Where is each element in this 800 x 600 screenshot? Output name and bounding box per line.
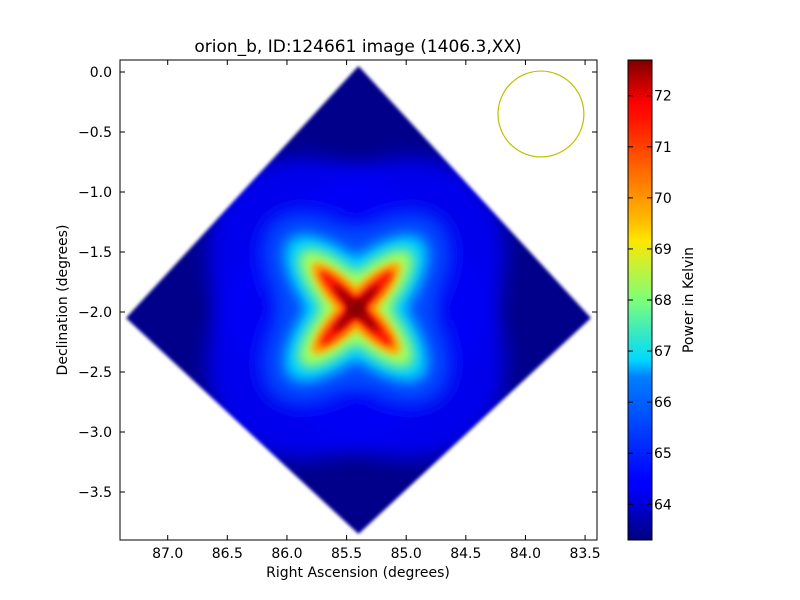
heatmap-peak	[347, 299, 366, 318]
x-tick-label: 84.0	[510, 546, 541, 562]
axes-frame	[119, 59, 598, 541]
x-axis-label: Right Ascension (degrees)	[266, 565, 450, 581]
x-tick-label: 84.5	[450, 546, 481, 562]
colorbar: 64 65 66 67 68 69 70 71 72 Power in Kelvin	[627, 59, 697, 541]
y-tick-label: −1.5	[78, 245, 112, 261]
beam-circle	[497, 70, 585, 158]
colorbar-tick-label: 66	[654, 395, 672, 411]
colorbar-tick-label: 64	[654, 497, 672, 513]
colorbar-tick-label: 68	[654, 293, 672, 309]
y-tick-label: −1.0	[78, 185, 112, 201]
x-axis: 87.0 86.5 86.0 85.5 85.0 84.5 84.0 83.5	[152, 60, 601, 562]
x-tick-label: 86.0	[271, 546, 302, 562]
y-tick-label: −2.0	[78, 305, 112, 321]
colorbar-tick-label: 67	[654, 344, 672, 360]
colorbar-tick-label: 70	[654, 191, 672, 207]
y-axis: 0.0 −0.5 −1.0 −1.5 −2.0 −2.5 −3.0 −3.5	[78, 65, 597, 501]
colorbar-tick-label: 71	[654, 140, 672, 156]
y-tick-label: 0.0	[90, 65, 112, 81]
colorbar-label: Power in Kelvin	[681, 247, 697, 353]
y-tick-label: −2.5	[78, 365, 112, 381]
x-tick-label: 83.5	[569, 546, 600, 562]
y-tick-label: −3.5	[78, 485, 112, 501]
y-axis-label: Declination (degrees)	[55, 225, 71, 376]
chart-title: orion_b, ID:124661 image (1406.3,XX)	[194, 37, 521, 57]
x-tick-label: 86.5	[212, 546, 243, 562]
colorbar-tick-label: 65	[654, 446, 672, 462]
x-tick-label: 87.0	[152, 546, 183, 562]
colorbar-tick-label: 69	[654, 242, 672, 258]
x-tick-label: 85.5	[331, 546, 362, 562]
colorbar-tick-label: 72	[654, 89, 672, 105]
y-tick-label: −3.0	[78, 425, 112, 441]
x-tick-label: 85.0	[391, 546, 422, 562]
y-tick-label: −0.5	[78, 125, 112, 141]
